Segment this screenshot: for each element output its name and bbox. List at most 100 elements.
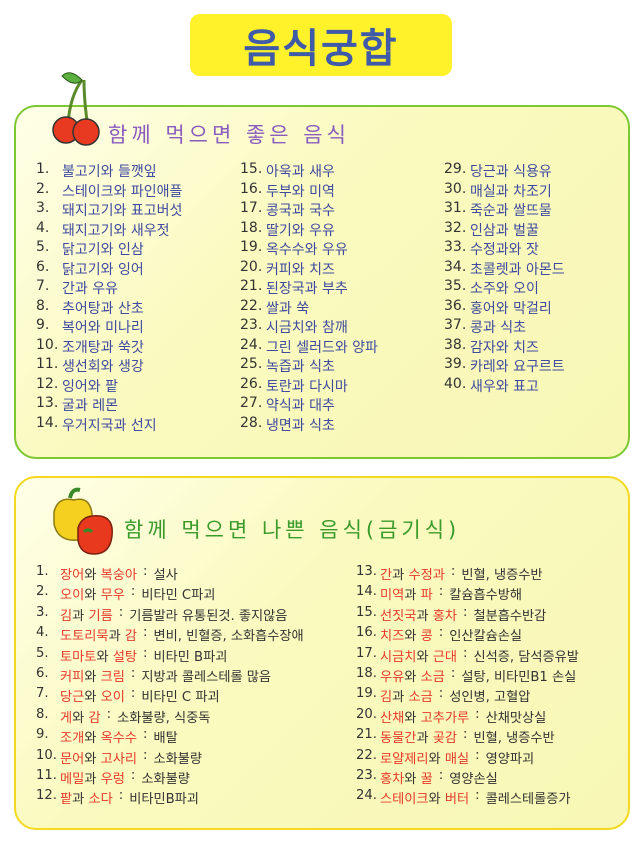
item-number: 33. <box>444 239 467 255</box>
good-combinations-panel: 함께 먹으면 좋은 음식 1. 불고기와 들깻잎 2. 스테이크와 파인애플 3. 돼지고… <box>14 105 630 459</box>
title-banner: 음식궁합 <box>190 14 452 76</box>
good-list-item: 7. 간과 우유 <box>36 278 182 298</box>
item-number: 27. <box>240 395 263 411</box>
item-text: 굴과 레몬 <box>62 398 118 414</box>
item-number: 31. <box>444 200 467 216</box>
item-text: 두부와 미역 <box>266 183 335 200</box>
good-list-item: 2. 스테이크와 파인애플 <box>36 181 182 201</box>
food-b: 고추가루 <box>420 710 470 726</box>
conjunction: 과 <box>404 588 417 604</box>
item-text: 조개탕과 쑥갓 <box>62 339 144 356</box>
item-text: 당근과 식용유 <box>470 164 552 180</box>
item-number: 30. <box>444 180 467 197</box>
conjunction: 와 <box>404 771 417 787</box>
good-list-item: 18. 딸기와 우유 <box>240 220 378 240</box>
item-number: 8. <box>36 297 50 314</box>
bad-list-item: 14. 미역 과 파: 칼슘흡수방해 <box>356 584 579 604</box>
bad-list-item: 22. 로얄제리 와 매실: 영양파괴 <box>356 748 579 768</box>
good-list-item: 21. 된장국과 부추 <box>240 278 378 298</box>
good-list-item: 24. 그린 셀러드와 양파 <box>240 337 378 357</box>
food-a: 토마토 <box>60 649 97 665</box>
food-b: 크림 <box>100 669 125 685</box>
effect: 영양파괴 <box>485 751 535 767</box>
food-b: 수정과 <box>408 568 445 583</box>
item-number: 8. <box>36 706 49 722</box>
item-number: 16. <box>356 625 377 641</box>
separator: : <box>463 604 468 620</box>
item-number: 32. <box>444 219 467 236</box>
effect: 설탕, 비타민B1 손실 <box>461 669 577 685</box>
good-list-col-1: 1. 불고기와 들깻잎 2. 스테이크와 파인애플 3. 돼지고기와 표고버섯 4. 돼지고기… <box>36 161 182 434</box>
bad-list-item: 1. 장어 와 복숭아: 설사 <box>36 564 304 584</box>
effect: 기름발라 유통된것. 좋지않음 <box>129 608 288 624</box>
food-a: 산채 <box>380 710 405 726</box>
item-number: 24. <box>356 788 377 804</box>
separator: : <box>463 645 468 661</box>
item-number: 3. <box>36 200 50 216</box>
conjunction: 와 <box>428 751 441 767</box>
item-number: 1. <box>36 161 50 177</box>
item-text: 우거지국과 선지 <box>62 417 157 434</box>
separator: : <box>450 564 456 579</box>
conjunction: 와 <box>84 568 97 583</box>
bad-list-item: 13. 간 과 수정과: 빈혈, 냉증수반 <box>356 564 579 584</box>
item-number: 3. <box>36 604 49 620</box>
separator: : <box>438 767 444 783</box>
conjunction: 과 <box>416 608 429 624</box>
food-b: 콩 <box>420 629 433 645</box>
separator: : <box>450 665 456 681</box>
effect: 소화불량 <box>141 771 190 787</box>
conjunction: 와 <box>404 710 417 726</box>
item-number: 16. <box>240 180 263 197</box>
food-a: 선짓국 <box>380 608 417 624</box>
bad-list-item: 24. 스테이크 와 버터: 콜레스테롤증가 <box>356 788 579 808</box>
conjunction: 와 <box>96 649 109 665</box>
effect: 성인병, 고혈압 <box>449 690 531 706</box>
food-a: 도토리묵 <box>60 629 109 645</box>
food-b: 소다 <box>88 792 113 808</box>
item-text: 옥수수와 우유 <box>266 242 348 258</box>
item-text: 된장국과 부추 <box>266 281 348 297</box>
food-a: 우유 <box>380 669 405 685</box>
item-text: 그린 셀러드와 양파 <box>266 339 378 356</box>
separator: : <box>106 706 112 722</box>
good-list-col-3: 29. 당근과 식용유 30. 매실과 차조기 31. 죽순과 쌀뜨물 32. 인삼과 벌꿀 3… <box>444 161 565 395</box>
bad-list-item: 2. 오이 와 무우: 비타민 C파괴 <box>36 584 304 604</box>
food-a: 동물간 <box>380 731 417 747</box>
effect: 칼슘흡수방해 <box>449 588 522 604</box>
good-list-item: 39. 카레와 요구르트 <box>444 356 565 376</box>
effect: 산채맛상실 <box>485 710 547 726</box>
good-list-item: 22. 쌀과 쑥 <box>240 298 378 318</box>
food-a: 장어 <box>60 568 85 583</box>
good-list-item: 1. 불고기와 들깻잎 <box>36 161 182 181</box>
bad-list-item: 18. 우유 와 소금: 설탕, 비타민B1 손실 <box>356 666 579 686</box>
good-list-item: 38. 감자와 치즈 <box>444 337 565 357</box>
food-a: 로얄제리 <box>380 751 429 767</box>
item-number: 20. <box>356 706 377 722</box>
effect: 설사 <box>153 568 178 583</box>
item-number: 4. <box>36 625 49 641</box>
food-b: 곶감 <box>432 731 458 747</box>
bad-list-item: 16. 치즈 와 콩: 인산칼슘손실 <box>356 625 579 645</box>
food-a: 간 <box>380 568 393 583</box>
bad-list-item: 4. 도토리묵 과 감: 변비, 빈혈증, 소화흡수장애 <box>36 625 304 645</box>
good-list-item: 31. 죽순과 쌀뜨물 <box>444 200 565 220</box>
good-list-item: 35. 소주와 오이 <box>444 278 565 298</box>
bad-list-item: 10. 문어 와 고사리: 소화불량 <box>36 748 304 768</box>
item-text: 콩과 식초 <box>470 320 526 336</box>
item-number: 37. <box>444 317 467 333</box>
separator: : <box>143 625 148 641</box>
effect: 소화불량, 식중독 <box>117 710 211 726</box>
item-text: 녹즙과 식초 <box>266 359 335 375</box>
good-list-item: 8. 추어탕과 산초 <box>36 298 182 318</box>
item-text: 닭고기와 잉어 <box>62 261 144 278</box>
item-number: 11. <box>36 356 59 372</box>
good-list-item: 3. 돼지고기와 표고버섯 <box>36 200 182 220</box>
effect: 지방과 콜레스테롤 많음 <box>141 669 272 685</box>
item-number: 6. <box>36 258 50 275</box>
food-b: 고사리 <box>100 751 138 767</box>
item-text: 토란과 다시마 <box>266 378 348 395</box>
good-list-item: 28. 냉면과 식초 <box>240 415 378 435</box>
item-number: 34. <box>444 258 467 275</box>
item-number: 13. <box>36 395 59 411</box>
